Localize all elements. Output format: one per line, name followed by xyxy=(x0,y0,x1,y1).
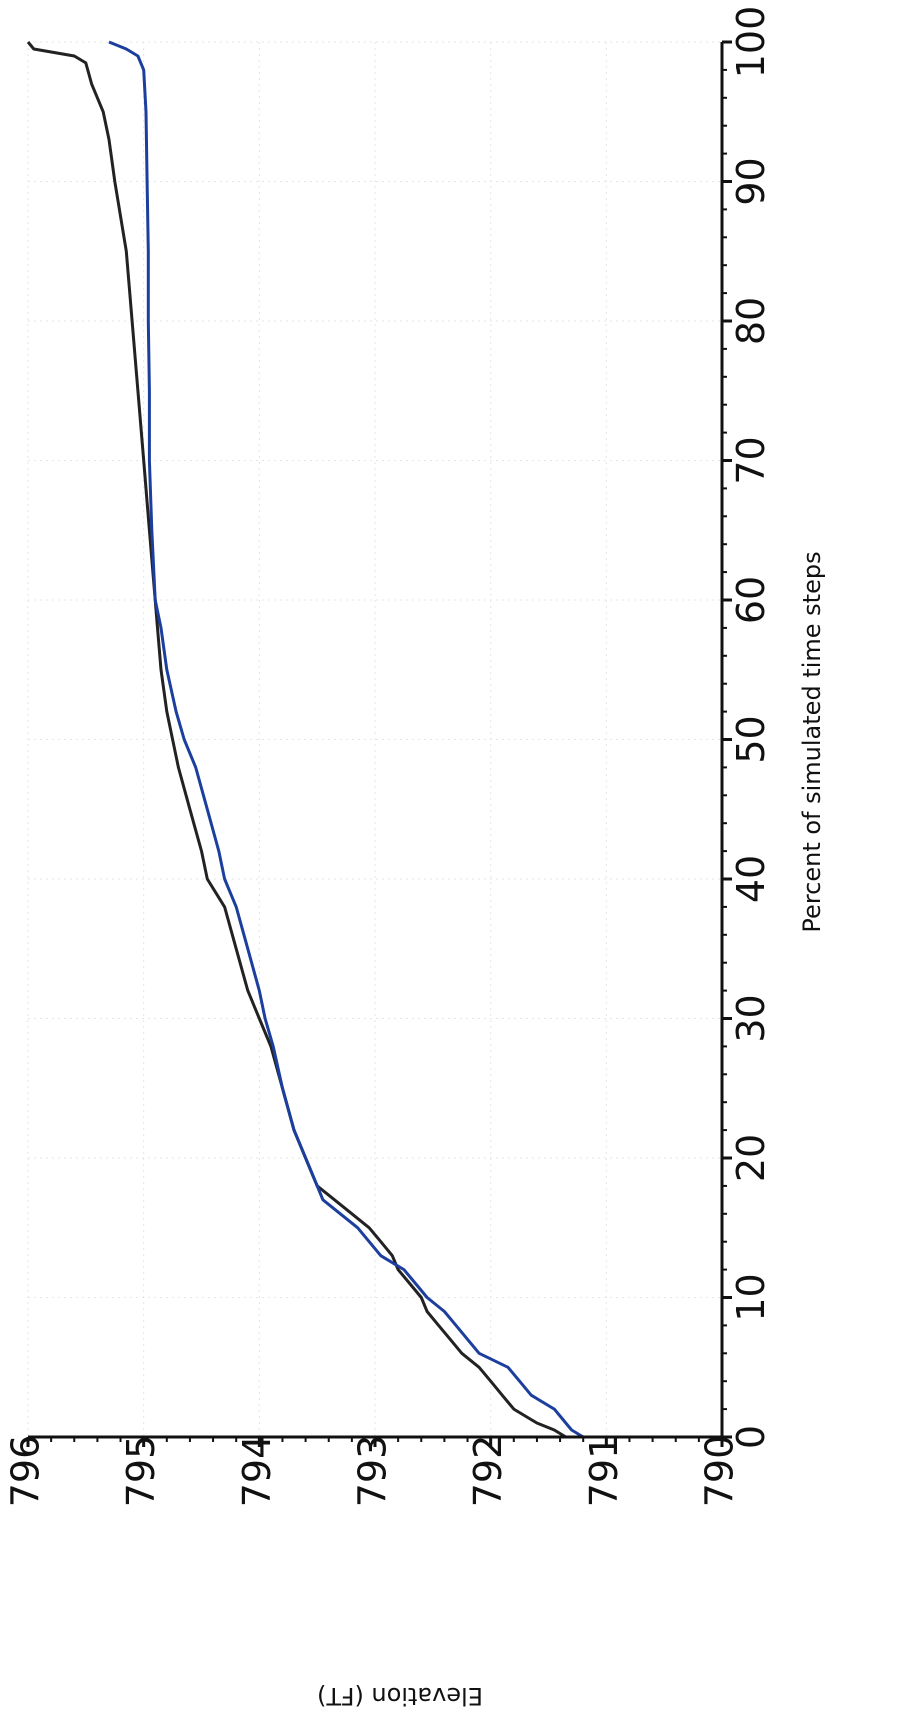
y-tick-label: 791 xyxy=(582,1435,626,1508)
x-tick-label: 30 xyxy=(729,994,773,1042)
y-tick-label: 795 xyxy=(119,1435,163,1508)
y-tick-label: 790 xyxy=(698,1435,742,1508)
x-tick-label: 50 xyxy=(729,715,773,763)
x-tick-label: 70 xyxy=(729,436,773,484)
series-line-2 xyxy=(108,40,584,1439)
x-tick-label: 40 xyxy=(729,855,773,903)
x-tick-label: 90 xyxy=(729,157,773,205)
x-axis-title: Percent of simulated time steps xyxy=(798,551,826,932)
series-line-1 xyxy=(26,41,567,1439)
y-axis-title: Elevation (FT) xyxy=(317,1682,483,1710)
x-tick-label: 10 xyxy=(729,1273,773,1321)
grid xyxy=(27,41,723,1438)
x-tick-label: 20 xyxy=(729,1134,773,1182)
y-axis: 790 791 792 793 794 795 796 xyxy=(4,1435,742,1508)
x-tick-label: 100 xyxy=(729,6,773,79)
x-tick-label: 60 xyxy=(729,576,773,624)
x-tick-label: 80 xyxy=(729,297,773,345)
x-axis: 0 10 20 30 40 50 60 70 80 90 100 xyxy=(720,6,773,1449)
y-tick-label: 793 xyxy=(351,1435,395,1508)
series-lines xyxy=(26,40,584,1439)
y-tick-label: 792 xyxy=(466,1435,510,1508)
y-tick-label: 794 xyxy=(235,1435,279,1508)
y-tick-label: 796 xyxy=(4,1435,48,1508)
x-tick-label: 0 xyxy=(729,1425,773,1449)
